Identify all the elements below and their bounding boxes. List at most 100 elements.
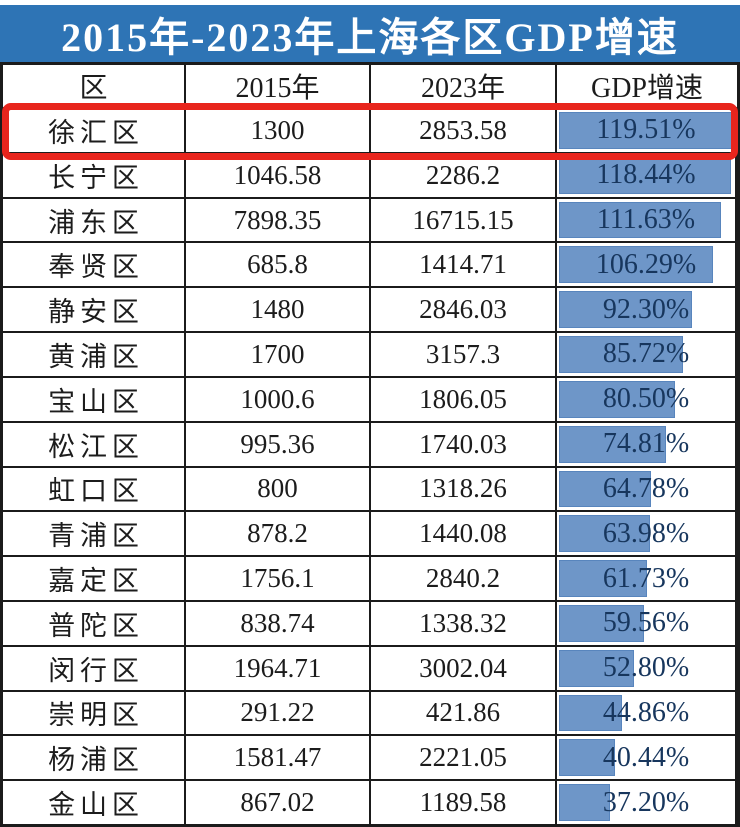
gdp-2015-cell: 1300: [186, 109, 371, 154]
district-cell: 松江区: [3, 422, 186, 468]
gdp-2023-cell: 2846.03: [371, 288, 557, 334]
growth-bar: [559, 291, 693, 329]
gdp-2023-cell: 3157.3: [371, 333, 557, 378]
table-row: 宝山区 1000.6 1806.05 80.50%: [3, 377, 737, 423]
gdp-2023-cell: 2853.58: [371, 109, 557, 154]
col-header-2023: 2023年: [371, 65, 557, 109]
gdp-2023-cell: 2840.2: [371, 557, 557, 602]
table-row: 闵行区 1964.71 3002.04 52.80%: [3, 646, 737, 692]
table-row: 奉贤区 685.8 1414.71 106.29%: [3, 243, 737, 289]
table-row: 嘉定区 1756.1 2840.2 61.73%: [3, 557, 737, 602]
growth-cell: 74.81%: [557, 422, 737, 468]
district-cell: 黄浦区: [3, 333, 186, 378]
gdp-2023-cell: 1414.71: [371, 243, 557, 289]
growth-label: 64.78%: [602, 472, 690, 504]
growth-bar: [559, 246, 714, 284]
gdp-2023-cell: 3002.04: [371, 646, 557, 692]
growth-label: 40.44%: [602, 741, 690, 773]
district-cell: 浦东区: [3, 198, 186, 244]
table-row: 徐汇区 1300 2853.58 119.51%: [2, 103, 738, 160]
gdp-2015-cell: 838.74: [186, 601, 371, 647]
gdp-2015-cell: 800: [186, 467, 371, 513]
gdp-2015-cell: 1700: [186, 333, 371, 378]
district-cell: 闵行区: [3, 646, 186, 692]
growth-label: 119.51%: [596, 114, 696, 146]
gdp-2015-cell: 878.2: [186, 512, 371, 558]
growth-bar: [559, 425, 667, 463]
growth-bar: [559, 604, 644, 642]
gdp-2015-cell: 995.36: [186, 422, 371, 468]
gdp-2015-cell: 1964.71: [186, 646, 371, 692]
table-row: 黄浦区 1700 3157.3 85.72%: [3, 333, 737, 378]
growth-cell: 61.73%: [557, 557, 737, 602]
gdp-2023-cell: 1806.05: [371, 377, 557, 423]
district-cell: 嘉定区: [3, 557, 186, 602]
gdp-2023-cell: 1318.26: [371, 467, 557, 513]
gdp-2015-cell: 867.02: [186, 781, 371, 824]
growth-cell: 111.63%: [557, 198, 737, 244]
table-row: 虹口区 800 1318.26 64.78%: [3, 467, 737, 513]
gdp-2023-cell: 1338.32: [371, 601, 557, 647]
growth-cell: 52.80%: [557, 646, 737, 692]
growth-cell: 118.44%: [557, 153, 737, 199]
district-cell: 宝山区: [3, 377, 186, 423]
header-row: 区 2015年 2023年 GDP增速: [3, 65, 737, 109]
table-row: 普陀区 838.74 1338.32 59.56%: [3, 601, 737, 647]
gdp-2015-cell: 291.22: [186, 691, 371, 737]
growth-cell: 92.30%: [557, 288, 737, 334]
district-cell: 崇明区: [3, 691, 186, 737]
gdp-table: 区 2015年 2023年 GDP增速 徐汇区 1300 2853.58 119…: [0, 62, 740, 827]
gdp-2015-cell: 1756.1: [186, 557, 371, 602]
gdp-2023-cell: 1189.58: [371, 781, 557, 824]
gdp-2023-cell: 16715.15: [371, 198, 557, 244]
growth-cell: 64.78%: [557, 467, 737, 513]
growth-label: 61.73%: [602, 562, 690, 594]
gdp-2023-cell: 1440.08: [371, 512, 557, 558]
table-row: 金山区 867.02 1189.58 37.20%: [3, 781, 737, 824]
gdp-2015-cell: 1000.6: [186, 377, 371, 423]
growth-cell: 85.72%: [557, 333, 737, 378]
table-row: 杨浦区 1581.47 2221.05 40.44%: [3, 736, 737, 782]
district-cell: 金山区: [3, 781, 186, 824]
growth-label: 52.80%: [602, 652, 690, 684]
growth-label: 118.44%: [596, 159, 696, 191]
gdp-2023-cell: 1740.03: [371, 422, 557, 468]
growth-bar: [559, 201, 722, 239]
district-cell: 青浦区: [3, 512, 186, 558]
growth-label: 37.20%: [602, 786, 690, 818]
gdp-2015-cell: 685.8: [186, 243, 371, 289]
table-row: 浦东区 7898.35 16715.15 111.63%: [3, 198, 737, 244]
growth-cell: 106.29%: [557, 243, 737, 289]
col-header-district: 区: [3, 65, 186, 109]
growth-cell: 59.56%: [557, 601, 737, 647]
district-cell: 静安区: [3, 288, 186, 334]
growth-bar: [559, 515, 651, 553]
district-cell: 杨浦区: [3, 736, 186, 782]
gdp-2023-cell: 421.86: [371, 691, 557, 737]
growth-bar: [559, 336, 683, 373]
growth-bar: [559, 112, 733, 149]
growth-label: 85.72%: [602, 338, 690, 370]
growth-bar: [559, 560, 647, 597]
growth-cell: 40.44%: [557, 736, 737, 782]
growth-label: 80.50%: [602, 383, 690, 415]
gdp-2015-cell: 7898.35: [186, 198, 371, 244]
table-row: 长宁区 1046.58 2286.2 118.44%: [3, 153, 737, 199]
gdp-2023-cell: 2221.05: [371, 736, 557, 782]
page-title: 2015年-2023年上海各区GDP增速: [0, 5, 740, 62]
growth-cell: 63.98%: [557, 512, 737, 558]
growth-label: 59.56%: [602, 607, 690, 639]
growth-bar: [559, 784, 611, 821]
district-cell: 长宁区: [3, 153, 186, 199]
district-cell: 虹口区: [3, 467, 186, 513]
table-row: 崇明区 291.22 421.86 44.86%: [3, 691, 737, 737]
growth-bar: [559, 649, 634, 687]
growth-bar: [559, 739, 616, 777]
table-row: 青浦区 878.2 1440.08 63.98%: [3, 512, 737, 558]
table-row: 静安区 1480 2846.03 92.30%: [3, 288, 737, 334]
growth-cell: 80.50%: [557, 377, 737, 423]
gdp-2023-cell: 2286.2: [371, 153, 557, 199]
gdp-2015-cell: 1480: [186, 288, 371, 334]
growth-bar: [559, 694, 622, 732]
growth-label: 74.81%: [602, 428, 690, 460]
